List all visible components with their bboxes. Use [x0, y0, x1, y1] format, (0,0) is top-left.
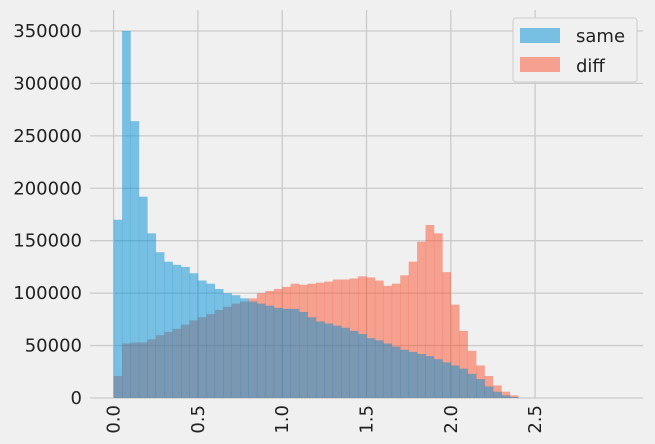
bar-same-38	[433, 359, 443, 398]
bar-same-1	[122, 30, 131, 399]
bar-same-3	[138, 196, 148, 398]
bar-same-29	[358, 334, 367, 398]
bar-same-37	[425, 356, 435, 398]
bar-same-19	[273, 307, 283, 398]
bar-diff-33	[391, 283, 401, 398]
y-tick-label-6: 300000	[13, 73, 82, 94]
bar-same-25	[324, 323, 334, 398]
bar-same-10	[197, 280, 207, 398]
x-tick-label-4: 2.0	[441, 405, 462, 434]
y-tick-label-1: 50000	[25, 336, 82, 357]
x-tick-label-5: 2.5	[525, 405, 546, 434]
bar-same-5	[155, 252, 165, 398]
bar-same-16	[248, 301, 258, 398]
bar-same-21	[290, 308, 300, 398]
bar-diff-37	[425, 224, 435, 398]
bar-same-40	[450, 365, 460, 398]
legend-label-diff: diff	[576, 56, 605, 77]
x-axis-ticks: 0.0 0.5 1.0 1.5 2.0 2.5	[104, 405, 546, 434]
bar-same-43	[476, 379, 485, 398]
bar-same-15	[240, 298, 249, 398]
bar-same-31	[374, 340, 384, 398]
bar-same-46	[501, 395, 511, 398]
legend-swatch-same	[520, 28, 560, 43]
bar-diff-31	[374, 280, 384, 398]
bar-same-7	[172, 264, 182, 398]
bar-diff-40	[450, 304, 460, 398]
bar-same-45	[492, 391, 502, 398]
bar-same-23	[307, 317, 317, 398]
bar-same-13	[223, 293, 232, 398]
bar-same-36	[417, 353, 426, 398]
bar-diff-30	[366, 277, 376, 398]
bar-diff-35	[408, 261, 418, 398]
x-tick-label-2: 1.0	[272, 405, 293, 434]
bar-diff-34	[400, 275, 409, 398]
bar-diff-38	[433, 233, 443, 398]
bar-same-44	[484, 386, 494, 398]
bar-same-34	[400, 349, 409, 398]
series-same-bars	[113, 30, 519, 399]
bar-same-30	[366, 338, 376, 398]
bar-same-6	[164, 261, 173, 398]
x-tick-label-1: 0.5	[188, 405, 209, 434]
y-tick-label-5: 250000	[13, 126, 82, 147]
bar-same-35	[408, 351, 418, 398]
y-axis-ticks: 0 50000 100000 150000 200000 250000 300000 3500…	[13, 21, 82, 409]
bar-same-12	[214, 288, 224, 398]
bar-same-18	[265, 305, 275, 398]
bar-same-27	[341, 327, 350, 398]
bar-diff-41	[459, 330, 468, 398]
bar-same-17	[256, 303, 266, 398]
bar-same-9	[189, 273, 199, 398]
bar-same-42	[467, 373, 477, 398]
bar-same-8	[181, 266, 190, 398]
bar-same-14	[231, 295, 241, 398]
bar-diff-46	[501, 391, 511, 398]
bar-same-26	[332, 325, 342, 398]
bar-same-20	[282, 308, 291, 398]
legend-swatch-diff	[520, 57, 560, 72]
y-tick-label-7: 350000	[13, 21, 82, 42]
bar-same-47	[509, 397, 519, 398]
bar-same-33	[391, 346, 401, 398]
bar-same-24	[315, 321, 325, 398]
bar-same-39	[442, 362, 452, 398]
bar-diff-36	[417, 241, 426, 398]
bar-diff-47	[509, 395, 519, 398]
bar-diff-32	[383, 285, 393, 398]
y-tick-label-2: 100000	[13, 283, 82, 304]
legend: same diff	[512, 17, 638, 83]
bar-diff-39	[442, 272, 452, 398]
x-tick-label-3: 1.5	[357, 405, 378, 434]
legend-label-same: same	[576, 26, 625, 47]
y-tick-label-4: 200000	[13, 178, 82, 199]
bar-same-0	[113, 219, 123, 398]
bar-same-2	[130, 121, 140, 399]
bar-same-11	[206, 283, 216, 398]
bar-same-22	[299, 312, 308, 398]
y-tick-label-3: 150000	[13, 231, 82, 252]
bar-same-4	[147, 233, 157, 398]
bar-same-41	[459, 368, 468, 398]
x-tick-label-0: 0.0	[104, 405, 125, 434]
bar-same-28	[349, 330, 359, 398]
y-tick-label-0: 0	[71, 388, 82, 409]
bar-same-32	[383, 343, 393, 398]
